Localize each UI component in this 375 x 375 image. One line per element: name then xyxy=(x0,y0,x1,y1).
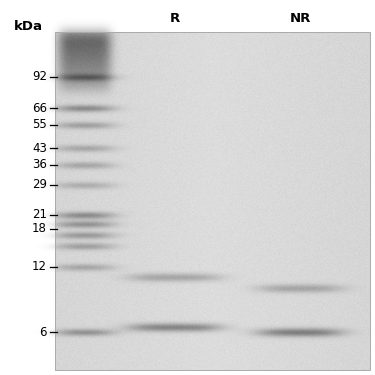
Text: 43: 43 xyxy=(32,141,47,154)
Text: 29: 29 xyxy=(32,178,47,192)
Text: kDa: kDa xyxy=(14,20,43,33)
Text: 66: 66 xyxy=(32,102,47,114)
Text: NR: NR xyxy=(290,12,310,24)
Text: 92: 92 xyxy=(32,70,47,84)
Text: 6: 6 xyxy=(39,326,47,339)
Text: R: R xyxy=(170,12,180,24)
Text: 36: 36 xyxy=(32,159,47,171)
Text: 21: 21 xyxy=(32,209,47,222)
Text: 18: 18 xyxy=(32,222,47,236)
Bar xyxy=(55,32,370,370)
Text: 55: 55 xyxy=(32,118,47,132)
Text: 12: 12 xyxy=(32,261,47,273)
